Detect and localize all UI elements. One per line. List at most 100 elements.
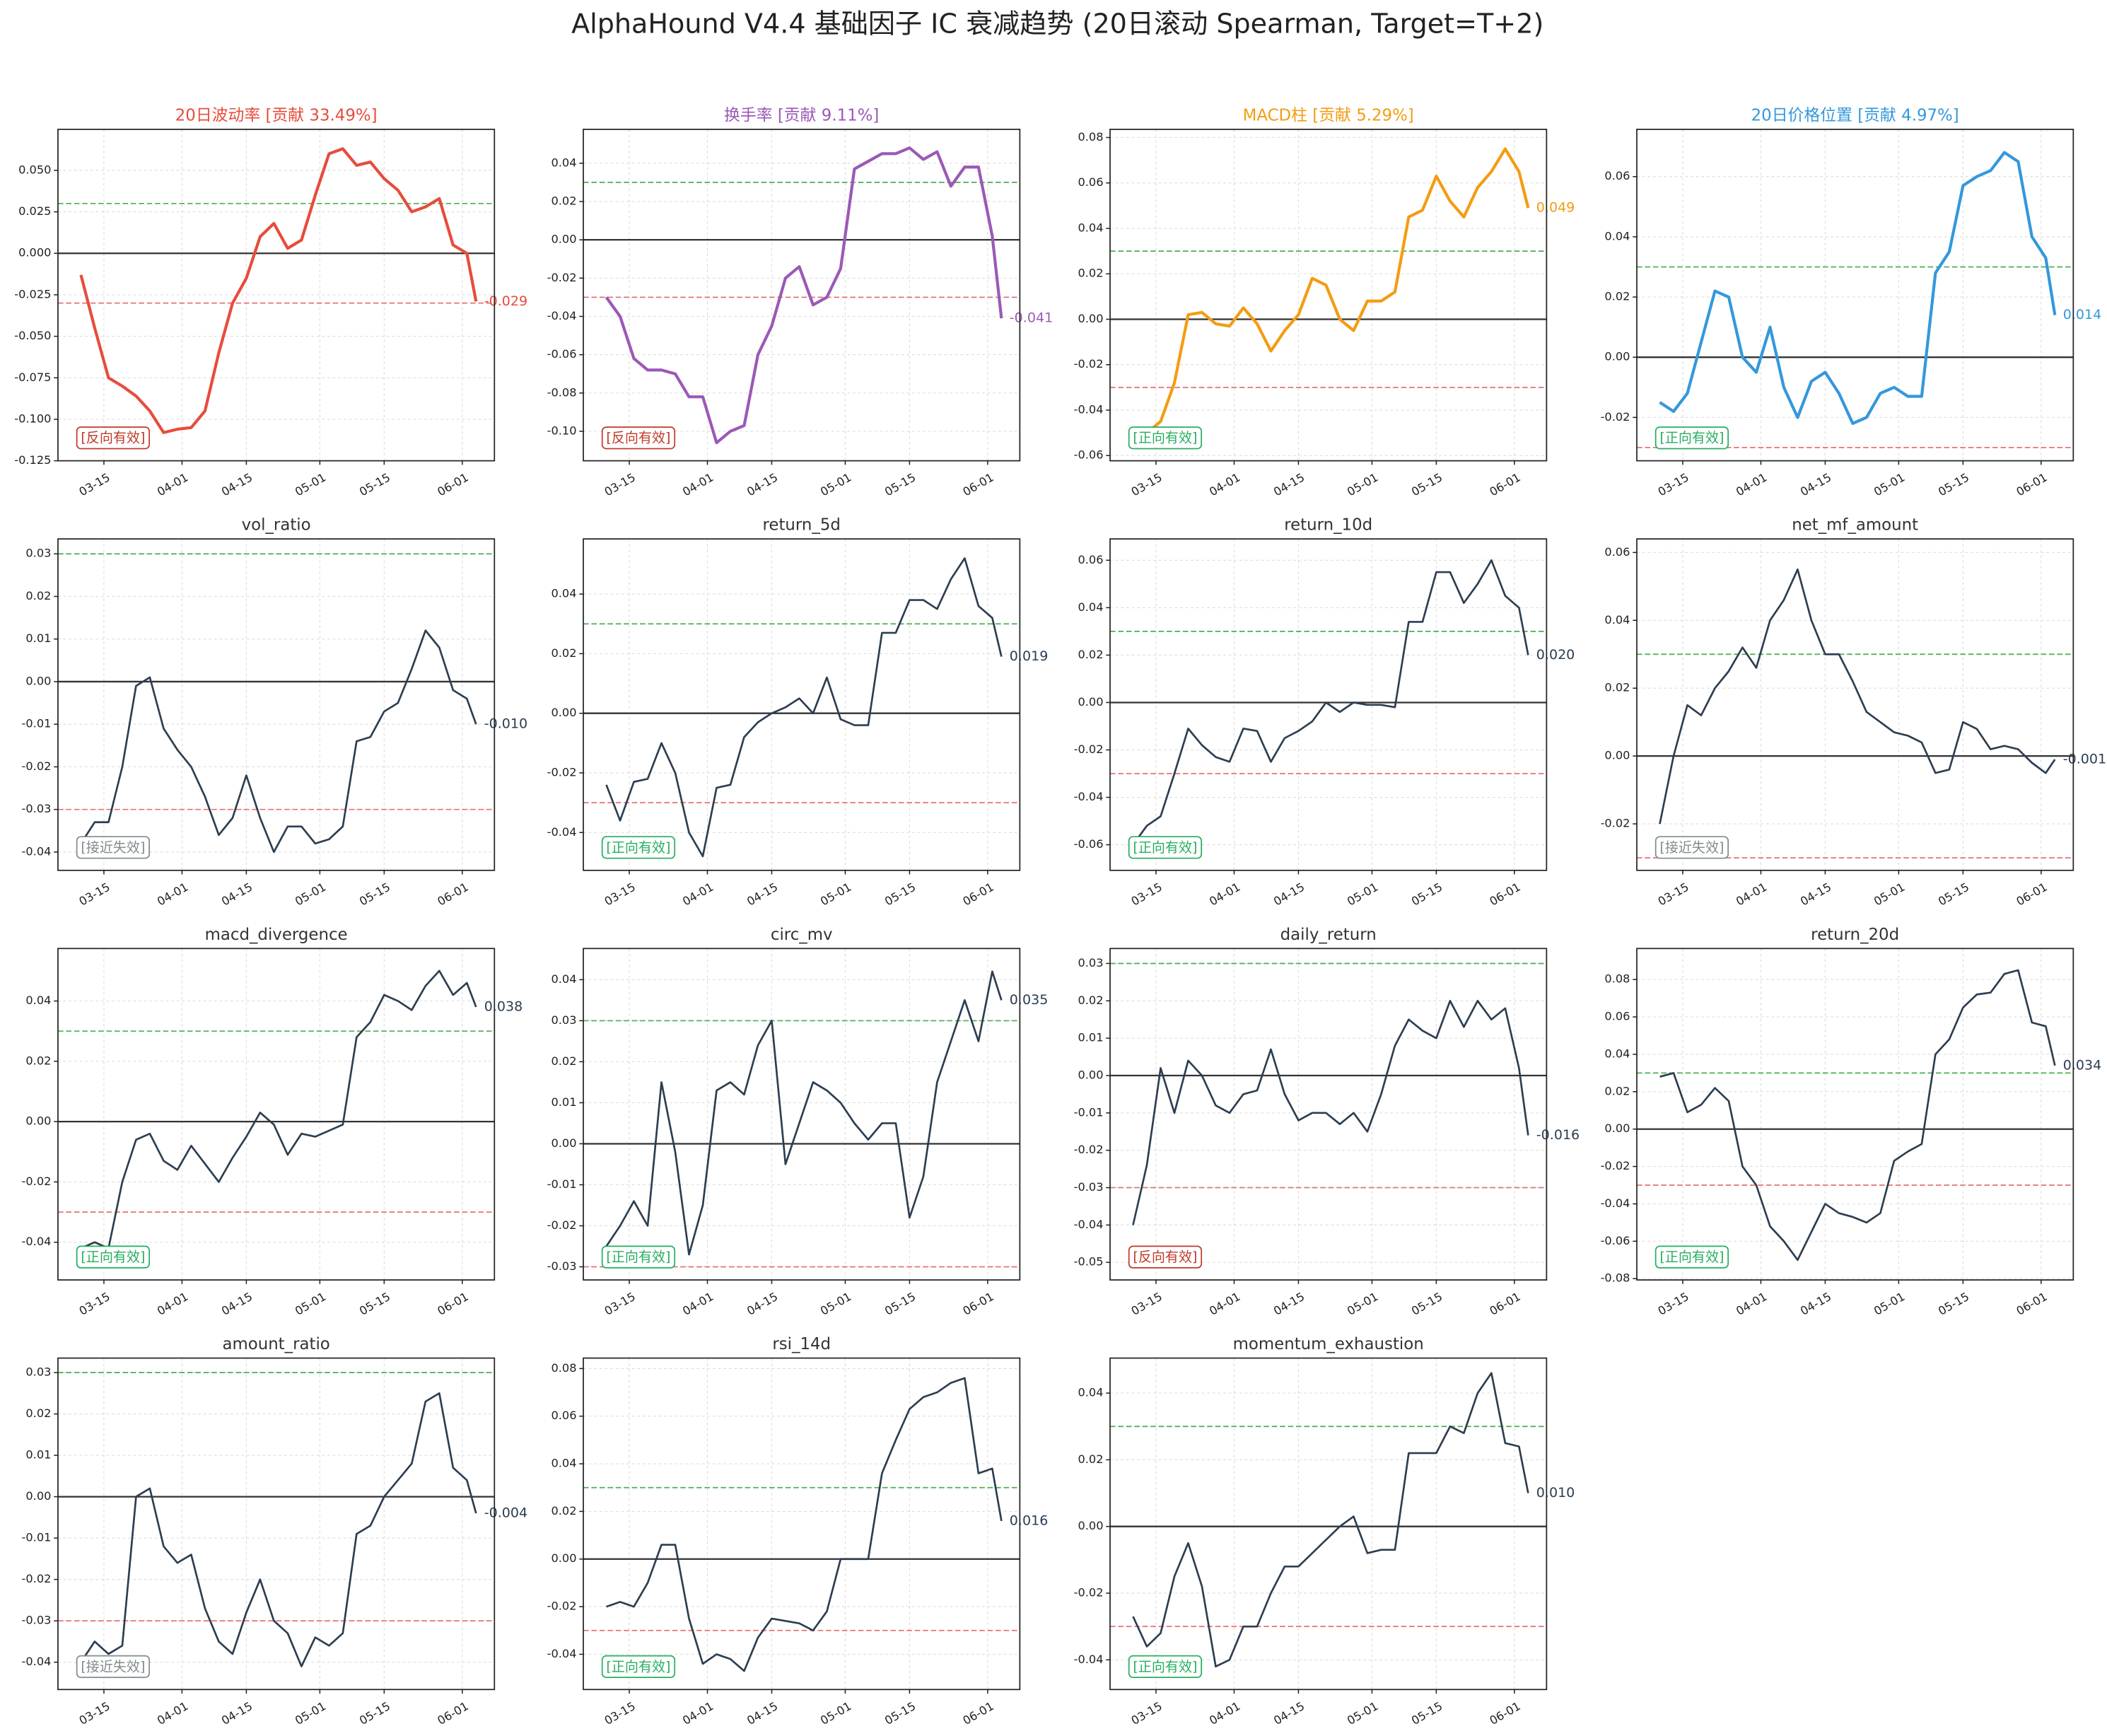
y-tick-label: 0.03: [551, 1013, 576, 1027]
ic-line: [606, 1377, 1003, 1672]
y-tick-label: 0.06: [1604, 169, 1630, 182]
y-tick-label: -0.05: [1074, 1255, 1104, 1269]
y-tick-label: 0.00: [25, 674, 51, 687]
axes-frame: [1109, 129, 1548, 462]
y-tick-label: -0.075: [14, 371, 51, 384]
status-badge: [正向有效]: [606, 1249, 670, 1265]
status-badge: [正向有效]: [1133, 1659, 1197, 1674]
end-value-label: -0.029: [484, 293, 527, 309]
ic-line: [1132, 147, 1530, 435]
panel-title: 20日价格位置 [贡献 4.97%]: [1751, 106, 1959, 124]
panel-title: macd_divergence: [205, 926, 348, 944]
axes-frame: [583, 538, 1021, 871]
end-value-label: 0.020: [1536, 647, 1575, 663]
status-badge: [反向有效]: [1133, 1249, 1197, 1265]
axes-frame: [583, 1357, 1021, 1691]
status-badge: [正向有效]: [1133, 431, 1197, 446]
y-tick-label: 0.04: [1604, 1047, 1630, 1060]
end-value-label: 0.034: [2063, 1057, 2102, 1073]
axes-frame: [57, 538, 496, 871]
ic-line: [80, 629, 477, 854]
y-tick-label: 0.03: [25, 1365, 51, 1379]
y-tick-label: 0.01: [25, 1448, 51, 1462]
y-tick-label: 0.00: [551, 706, 576, 719]
y-tick-label: 0.02: [551, 1504, 576, 1517]
y-tick-label: -0.08: [547, 385, 577, 399]
panel-title: circ_mv: [771, 926, 833, 944]
status-badge-box: [601, 836, 676, 859]
status-badge-box: [1128, 836, 1203, 859]
y-tick-label: -0.06: [1601, 1234, 1630, 1247]
y-tick-label: -0.04: [547, 309, 577, 322]
axes-frame: [1636, 538, 2074, 871]
y-tick-label: -0.04: [1074, 402, 1104, 416]
y-tick-label: -0.03: [22, 1614, 52, 1627]
y-tick-label: -0.02: [22, 759, 52, 773]
y-tick-label: 0.02: [25, 1054, 51, 1067]
y-tick-label: 0.050: [18, 163, 51, 176]
y-tick-label: 0.04: [551, 1457, 576, 1470]
y-tick-label: -0.02: [1074, 1585, 1104, 1599]
y-tick-label: 0.04: [1604, 613, 1630, 627]
y-tick-label: 0.04: [551, 156, 576, 169]
y-tick-label: 0.02: [551, 1054, 576, 1068]
end-value-label: 0.038: [484, 999, 523, 1015]
y-tick-label: 0.00: [551, 1136, 576, 1150]
y-tick-label: 0.00: [551, 1551, 576, 1565]
end-value-label: -0.004: [484, 1505, 527, 1520]
status-badge: [接近失效]: [81, 840, 145, 856]
y-tick-label: 0.00: [1604, 749, 1630, 762]
panel-title: net_mf_amount: [1792, 516, 1918, 535]
y-tick-label: -0.050: [14, 329, 51, 342]
y-tick-label: -0.02: [547, 271, 577, 284]
status-badge: [接近失效]: [81, 1659, 145, 1674]
y-tick-label: 0.02: [1078, 648, 1103, 661]
axes-frame: [1109, 1357, 1548, 1691]
status-badge: [反向有效]: [606, 431, 670, 446]
axes-frame: [1109, 948, 1548, 1281]
axes-frame: [583, 129, 1021, 462]
y-tick-label: 0.00: [25, 1489, 51, 1503]
y-tick-label: -0.02: [547, 1218, 577, 1232]
y-tick-label: 0.00: [25, 1114, 51, 1128]
y-tick-label: 0.02: [1078, 1452, 1103, 1466]
y-tick-label: -0.06: [1074, 448, 1104, 462]
y-tick-label: 0.04: [551, 587, 576, 600]
y-tick-label: 0.02: [1078, 994, 1103, 1007]
y-tick-label: 0.06: [551, 1409, 576, 1422]
y-tick-label: 0.02: [1604, 681, 1630, 694]
y-tick-label: 0.02: [1078, 267, 1103, 280]
end-value-label: -0.041: [1010, 310, 1053, 326]
ic-line: [1132, 999, 1529, 1225]
ic-line: [80, 969, 477, 1249]
status-badge-box: [601, 426, 676, 450]
status-badge-box: [1654, 426, 1729, 450]
y-tick-label: -0.02: [1074, 742, 1104, 756]
y-tick-label: -0.02: [547, 766, 577, 779]
status-badge-box: [76, 836, 150, 859]
y-tick-label: -0.01: [1074, 1105, 1104, 1119]
y-tick-label: -0.03: [22, 802, 52, 815]
y-tick-label: 0.06: [1604, 1010, 1630, 1023]
panel-title: 20日波动率 [贡献 33.49%]: [175, 106, 378, 124]
panel-title: vol_ratio: [242, 516, 311, 535]
status-badge: [正向有效]: [1133, 840, 1197, 856]
y-tick-label: 0.000: [18, 246, 51, 260]
status-badge: [反向有效]: [81, 431, 145, 446]
y-tick-label: -0.04: [1074, 1653, 1104, 1666]
y-tick-label: -0.04: [547, 1647, 577, 1660]
y-tick-label: 0.00: [1604, 350, 1630, 363]
y-tick-label: 0.08: [1078, 130, 1103, 144]
ic-line: [605, 970, 1003, 1256]
y-tick-label: -0.01: [22, 1531, 52, 1544]
status-badge: [正向有效]: [606, 1659, 670, 1674]
axes-frame: [1636, 948, 2074, 1281]
y-tick-label: 0.00: [1078, 695, 1103, 709]
y-tick-label: 0.06: [1078, 175, 1103, 189]
status-badge-box: [601, 1245, 676, 1269]
y-tick-label: 0.08: [1604, 972, 1630, 986]
y-tick-label: 0.04: [551, 972, 576, 986]
y-tick-label: -0.04: [1074, 790, 1104, 803]
status-badge-box: [1128, 1245, 1203, 1269]
